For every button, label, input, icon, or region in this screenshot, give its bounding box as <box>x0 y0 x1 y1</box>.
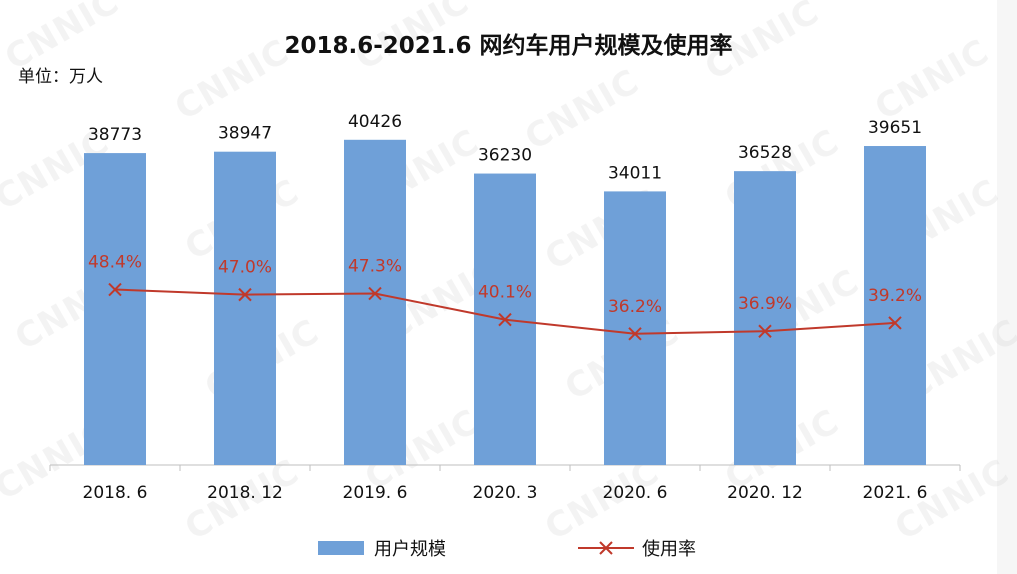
rate-marker <box>368 286 382 301</box>
legend-bar-label: 用户规模 <box>374 539 446 560</box>
rate-marker <box>628 327 642 341</box>
x-tick-label: 2021. 6 <box>863 483 928 503</box>
x-tick-label: 2018. 6 <box>83 483 148 503</box>
bar-value-label: 38947 <box>218 124 272 144</box>
rate-value-label: 40.1% <box>478 283 532 303</box>
rate-marker <box>758 324 772 338</box>
x-tick-label: 2020. 3 <box>473 483 538 503</box>
rate-marker <box>108 282 122 297</box>
bar-value-label: 38773 <box>88 125 142 145</box>
legend-line-label: 使用率 <box>642 539 696 560</box>
rate-value-label: 48.4% <box>88 253 142 273</box>
rate-value-label: 39.2% <box>868 286 922 306</box>
bar-value-label: 39651 <box>868 118 922 138</box>
rate-value-label: 36.9% <box>738 294 792 314</box>
unit-label: 单位：万人 <box>18 67 103 87</box>
rate-value-label: 36.2% <box>608 297 662 317</box>
x-tick-label: 2020. 12 <box>727 483 803 503</box>
rate-value-label: 47.3% <box>348 257 402 277</box>
bar <box>604 191 666 466</box>
rate-marker <box>498 312 512 327</box>
bar <box>84 153 146 465</box>
bar-value-label: 40426 <box>348 112 402 132</box>
bar <box>734 171 796 465</box>
chart-title: 2018.6-2021.6 网约车用户规模及使用率 <box>284 33 733 59</box>
rate-value-label: 47.0% <box>218 258 272 278</box>
x-tick-label: 2019. 6 <box>343 483 408 503</box>
legend-bar-swatch <box>318 541 364 555</box>
bar <box>344 139 406 465</box>
rate-marker <box>238 287 252 302</box>
bar <box>864 146 926 466</box>
right-edge-strip <box>997 0 1017 574</box>
bar-value-label: 36528 <box>738 143 792 163</box>
bar <box>214 151 276 465</box>
x-tick-label: 2018. 12 <box>207 483 283 503</box>
bar-value-label: 36230 <box>478 146 532 166</box>
x-tick-label: 2020. 6 <box>603 483 668 503</box>
bar-value-label: 34011 <box>608 163 662 183</box>
rate-marker <box>888 316 902 330</box>
legend-line-marker <box>599 541 613 555</box>
